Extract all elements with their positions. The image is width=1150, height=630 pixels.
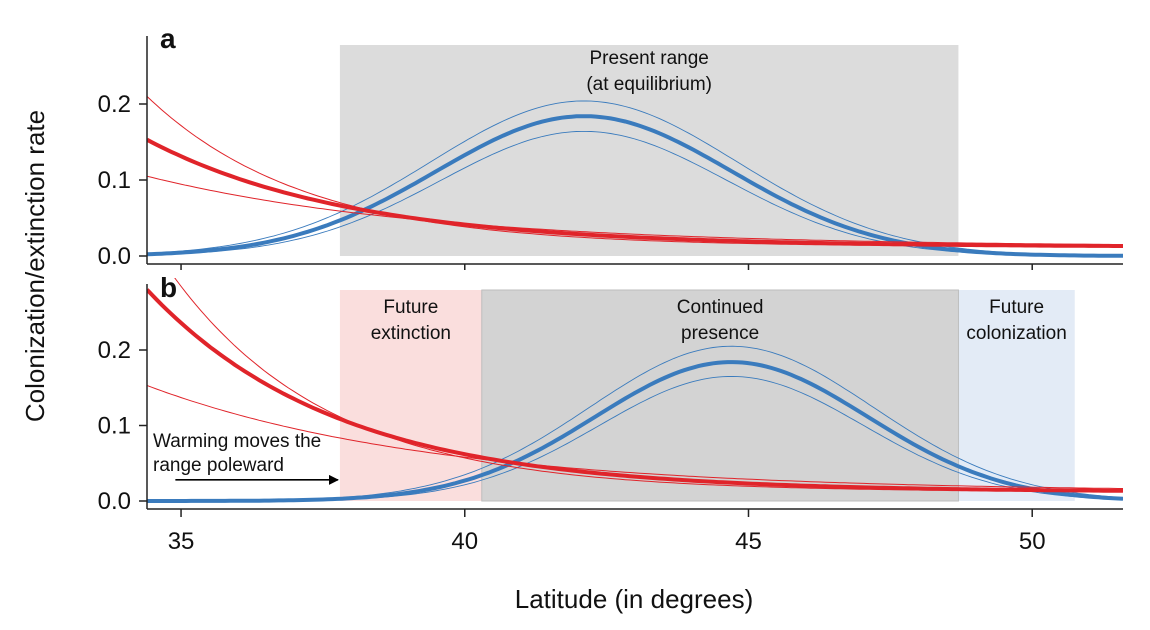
panel-b-region-labels: Future extinction Continued presence Future c… bbox=[371, 297, 1067, 344]
x-tick-label-1: 40 bbox=[451, 528, 478, 555]
panel-b-lines bbox=[147, 278, 1123, 503]
x-tick-label-3: 50 bbox=[1019, 528, 1046, 555]
panel-a: Present range(at equilibrium) 0.00.10.2 … bbox=[98, 23, 1123, 270]
y-tick-label-b-0: 0.0 bbox=[98, 488, 131, 515]
extinction-line-a-2 bbox=[147, 137, 1123, 248]
colonization-line-a-2 bbox=[147, 114, 1123, 258]
panel-a-axes: 0.0 0.1 0.2 bbox=[98, 36, 1123, 270]
region-label-b-1-1: presence bbox=[681, 323, 759, 344]
panel-a-region-labels: Present range (at equilibrium) bbox=[586, 48, 712, 95]
region-label-b-1-0: Continued bbox=[677, 297, 764, 318]
panel-b-annotation: Warming moves the range poleward bbox=[153, 431, 339, 485]
region-label-a-0-1: (at equilibrium) bbox=[586, 74, 712, 95]
annotation-line-1: Warming moves the bbox=[153, 431, 321, 452]
region-b-1 bbox=[481, 290, 959, 501]
y-tick-label-b-2: 0.2 bbox=[98, 337, 131, 364]
colonization-line-a-0 bbox=[147, 100, 1123, 257]
x-axis-title: Latitude (in degrees) bbox=[515, 584, 753, 614]
region-label-b-2-0: Future bbox=[989, 297, 1044, 318]
y-tick-label-a-0: 0.0 bbox=[98, 243, 131, 270]
panel-b-regions bbox=[339, 289, 1075, 502]
region-b-0 bbox=[339, 290, 482, 501]
x-tick-label-2: 45 bbox=[735, 528, 762, 555]
region-b-2 bbox=[958, 290, 1075, 501]
colonization-line-b-2 bbox=[147, 360, 1123, 503]
panel-a-lines bbox=[147, 96, 1123, 258]
x-tick-label-0: 35 bbox=[168, 528, 195, 555]
extinction-line-b-2 bbox=[147, 288, 1123, 493]
annotation-line-2: range poleward bbox=[153, 455, 284, 476]
region-border-continued bbox=[481, 289, 959, 502]
panel-b: Future extinction Continued presence Future c… bbox=[98, 272, 1123, 555]
panel-b-letter: b bbox=[160, 272, 177, 303]
region-label-b-0-1: extinction bbox=[371, 323, 451, 344]
y-tick-label-a-2: 0.2 bbox=[98, 91, 131, 118]
region-label-b-2-1: colonization bbox=[966, 323, 1066, 344]
panel-a-letter: a bbox=[160, 23, 176, 54]
extinction-line-a-1 bbox=[147, 175, 1123, 246]
y-axis-title: Colonization/extinction rate bbox=[20, 110, 50, 422]
panel-b-axes: 0.0 0.1 0.2 35 40 45 50 bbox=[98, 284, 1123, 555]
extinction-line-b-1 bbox=[147, 385, 1123, 489]
y-tick-label-a-1: 0.1 bbox=[98, 167, 131, 194]
y-tick-label-b-1: 0.1 bbox=[98, 413, 131, 440]
region-label-a-0-0: Present range bbox=[590, 48, 709, 69]
region-label-b-0-0: Future bbox=[383, 297, 438, 318]
